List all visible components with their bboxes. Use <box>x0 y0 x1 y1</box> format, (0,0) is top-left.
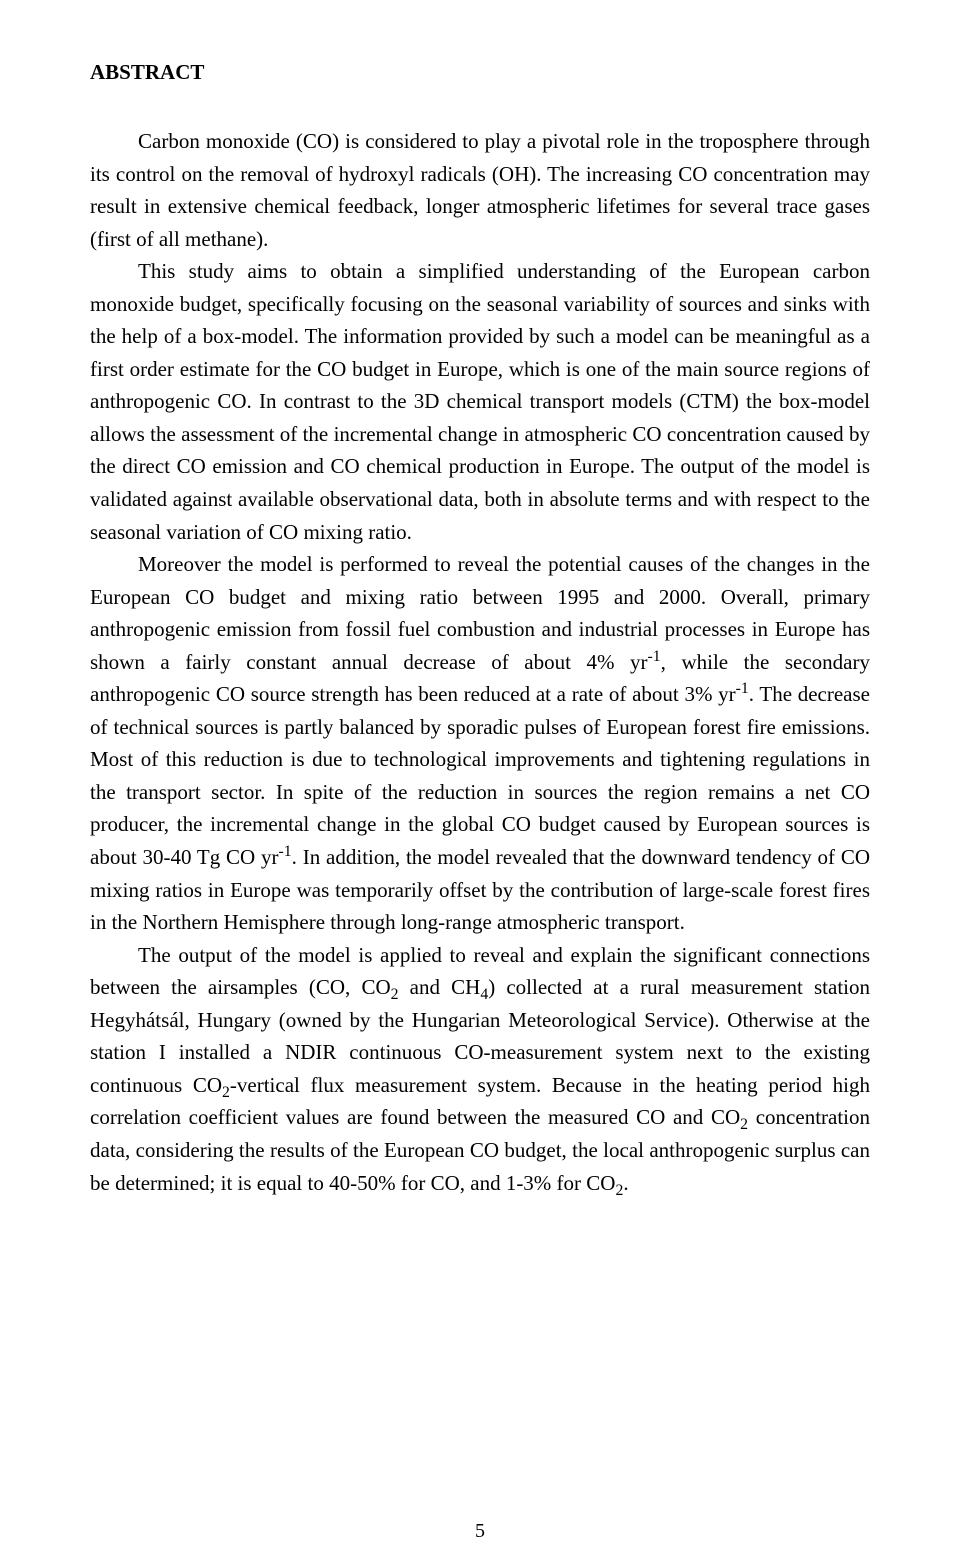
p4-part2: and CH <box>399 975 481 999</box>
paragraph-4: The output of the model is applied to re… <box>90 939 870 1199</box>
abstract-body: Carbon monoxide (CO) is considered to pl… <box>90 125 870 1199</box>
paragraph-1-text: Carbon monoxide (CO) is considered to pl… <box>90 129 870 251</box>
subscript-2-b: 2 <box>222 1084 230 1101</box>
paragraph-3: Moreover the model is performed to revea… <box>90 548 870 939</box>
superscript-neg1-a: -1 <box>648 648 661 665</box>
page-number: 5 <box>0 1520 960 1543</box>
p4-part6: . <box>623 1171 628 1195</box>
superscript-neg1-c: -1 <box>279 843 292 860</box>
subscript-2-c: 2 <box>740 1117 748 1134</box>
paragraph-2-text: This study aims to obtain a simplified u… <box>90 259 870 543</box>
paragraph-1: Carbon monoxide (CO) is considered to pl… <box>90 125 870 255</box>
abstract-heading: ABSTRACT <box>90 60 870 85</box>
document-page: ABSTRACT Carbon monoxide (CO) is conside… <box>0 0 960 1563</box>
p3-part3: . The decrease of technical sources is p… <box>90 682 870 869</box>
subscript-2-a: 2 <box>391 986 399 1003</box>
paragraph-2: This study aims to obtain a simplified u… <box>90 255 870 548</box>
superscript-neg1-b: -1 <box>736 680 749 697</box>
